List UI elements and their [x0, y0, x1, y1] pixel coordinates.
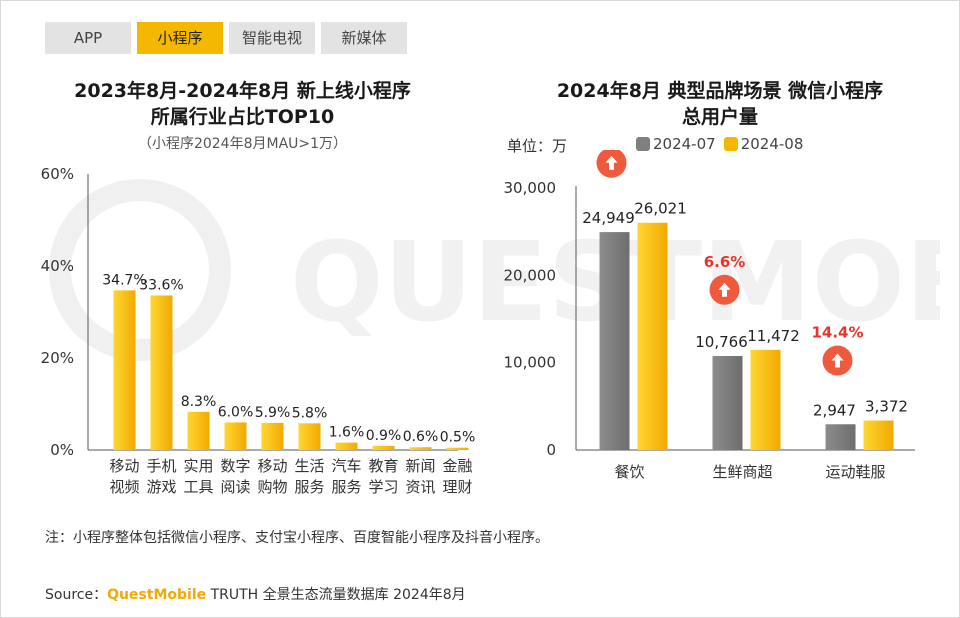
x-tick-label: 购物 [257, 478, 287, 496]
data-label: 5.8% [292, 405, 328, 421]
left-chart-title-line2: 所属行业占比TOP10 [150, 106, 335, 128]
legend-label-2024-07: 2024-07 [653, 135, 716, 153]
bar [446, 447, 469, 450]
bar [409, 447, 432, 450]
bar [825, 424, 856, 450]
left-chart-title: 2023年8月-2024年8月 新上线小程序 所属行业占比TOP10 [45, 78, 440, 130]
x-tick-label: 运动鞋服 [825, 463, 885, 481]
y-tick-label: 20,000 [504, 266, 557, 284]
data-label: 8.3% [181, 394, 217, 410]
right-chart-title-line1: 2024年8月 典型品牌场景 微信小程序 [556, 80, 884, 102]
source-line: Source：QuestMobile TRUTH 全景生态流量数据库 2024年… [45, 584, 466, 604]
legend-item-2024-08: 2024-08 [723, 135, 804, 153]
data-label: 0.9% [366, 428, 402, 444]
legend-swatch-yellow [723, 137, 738, 151]
bar [335, 442, 358, 450]
x-tick-label: 实用 [183, 457, 213, 475]
data-label: 1.6% [329, 425, 365, 441]
x-tick-label: 生鲜商超 [712, 463, 772, 481]
data-label: 26,021 [634, 200, 687, 218]
bar [712, 355, 743, 450]
bar [637, 222, 668, 450]
x-tick-label: 学习 [368, 478, 398, 496]
tab-mini-program[interactable]: 小程序 [137, 22, 223, 54]
right-chart-legend: 2024-07 2024-08 [636, 135, 811, 153]
right-chart-unit: 单位：万 [507, 137, 568, 155]
bar [298, 423, 321, 450]
x-tick-label: 工具 [183, 478, 213, 496]
source-brand: QuestMobile [107, 587, 207, 603]
legend-label-2024-08: 2024-08 [740, 135, 804, 153]
data-label: 24,949 [582, 209, 635, 227]
data-label: 2,947 [813, 401, 856, 419]
bar [187, 411, 210, 450]
legend-swatch-gray [636, 137, 650, 151]
x-tick-label: 视频 [109, 478, 139, 496]
x-tick-label: 游戏 [146, 478, 176, 496]
data-label: 34.7% [102, 272, 146, 288]
x-tick-label: 数字 [220, 457, 250, 475]
bar [863, 420, 894, 450]
data-label: 0.5% [440, 430, 476, 446]
x-tick-label: 汽车 [331, 457, 361, 475]
y-tick-label: 20% [41, 349, 74, 367]
left-chart-subtitle: （小程序2024年8月MAU>1万） [137, 136, 348, 152]
data-label: 5.9% [255, 405, 291, 421]
right-chart-title-line2: 总用户量 [681, 106, 758, 128]
y-tick-label: 0% [50, 441, 74, 459]
source-prefix: Source： [45, 587, 108, 603]
right-bar-chart: 010,00020,00030,00024,94926,0214.3%餐饮10,… [504, 150, 915, 481]
growth-label: 14.4% [811, 324, 863, 342]
x-tick-label: 新闻 [405, 457, 435, 475]
bar [372, 445, 395, 450]
data-label: 6.0% [218, 404, 254, 420]
x-tick-label: 服务 [294, 478, 324, 496]
bar [150, 295, 173, 450]
up-arrow-icon [831, 353, 844, 368]
data-label: 3,372 [865, 398, 908, 416]
y-tick-label: 0 [546, 441, 556, 459]
x-tick-label: 资讯 [405, 478, 435, 496]
x-tick-label: 金融 [442, 457, 472, 475]
bar [599, 232, 630, 450]
bar [224, 422, 247, 450]
left-chart-title-line1: 2023年8月-2024年8月 新上线小程序 [74, 80, 411, 102]
up-arrow-icon [718, 282, 731, 297]
data-label: 10,766 [695, 333, 748, 351]
x-tick-label: 移动 [109, 457, 139, 475]
data-label: 0.6% [403, 429, 439, 445]
data-label: 33.6% [139, 277, 183, 293]
legend-item-2024-07: 2024-07 [636, 135, 716, 153]
x-tick-label: 餐饮 [614, 463, 644, 481]
source-rest: TRUTH 全景生态流量数据库 2024年8月 [206, 587, 466, 603]
bar [750, 349, 781, 450]
x-tick-label: 服务 [331, 478, 361, 496]
y-tick-label: 60% [41, 165, 74, 183]
x-tick-label: 理财 [442, 478, 472, 496]
y-tick-label: 40% [41, 257, 74, 275]
y-tick-label: 10,000 [504, 354, 557, 372]
x-tick-label: 教育 [368, 457, 398, 475]
tab-bar: APP 小程序 智能电视 新媒体 [45, 22, 407, 54]
x-tick-label: 生活 [294, 457, 324, 475]
up-arrow-icon [605, 155, 618, 170]
right-chart-title: 2024年8月 典型品牌场景 微信小程序 总用户量 [520, 78, 920, 130]
tab-new-media[interactable]: 新媒体 [321, 22, 407, 54]
x-tick-label: 移动 [257, 457, 287, 475]
bar [261, 422, 284, 450]
footnote: 注：小程序整体包括微信小程序、支付宝小程序、百度智能小程序及抖音小程序。 [45, 530, 549, 546]
data-label: 11,472 [747, 327, 800, 345]
bar [113, 290, 136, 450]
tab-app[interactable]: APP [45, 22, 131, 54]
y-tick-label: 30,000 [504, 179, 557, 197]
x-tick-label: 阅读 [220, 478, 250, 496]
tab-smart-tv[interactable]: 智能电视 [229, 22, 315, 54]
growth-label: 6.6% [704, 253, 746, 271]
x-tick-label: 手机 [146, 457, 176, 475]
